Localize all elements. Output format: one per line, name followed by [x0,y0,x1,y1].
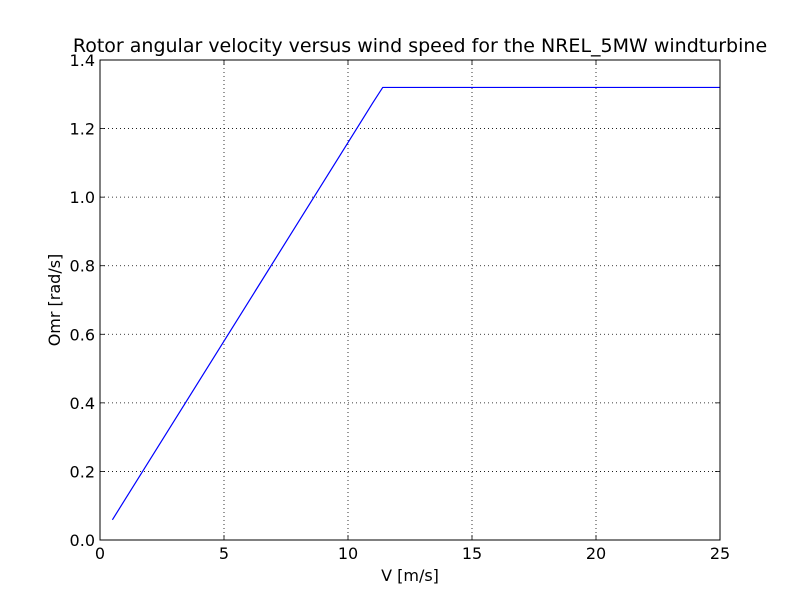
x-tick-label: 10 [338,544,358,563]
y-axis-label: Omr [rad/s] [45,254,64,347]
x-tick-label: 5 [219,544,229,563]
x-tick-label: 25 [710,544,730,563]
y-tick-label: 1.0 [70,188,95,207]
tick-marks [99,59,721,541]
y-tick-label: 0.0 [70,531,95,550]
y-tick-labels: 0.0 0.2 0.4 0.6 0.8 1.0 1.2 1.4 [70,51,95,550]
x-axis-label: V [m/s] [381,566,439,585]
plot-frame [99,59,721,541]
x-tick-label: 0 [95,544,105,563]
x-tick-labels: 0 5 10 15 20 25 [95,544,730,563]
series-line [111,86,720,521]
y-tick-label: 1.2 [70,120,95,139]
y-tick-label: 0.2 [70,462,95,481]
y-tick-label: 0.8 [70,257,95,276]
x-tick-label: 20 [586,544,606,563]
chart-title: Rotor angular velocity versus wind speed… [73,35,767,57]
x-tick-label: 15 [462,544,482,563]
y-tick-label: 1.4 [70,51,95,70]
y-tick-label: 0.4 [70,394,95,413]
series-lines [111,86,720,521]
y-tick-label: 0.6 [70,325,95,344]
